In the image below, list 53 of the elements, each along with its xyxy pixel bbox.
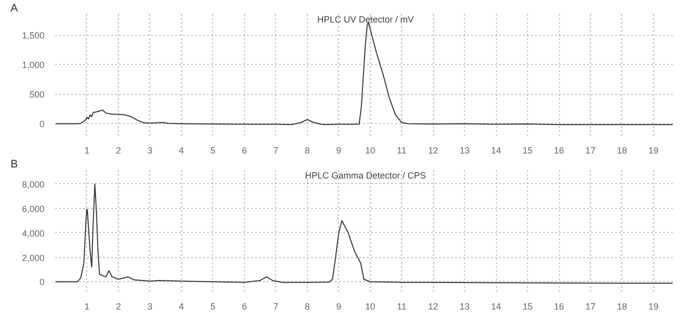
text: A	[10, 2, 18, 14]
x-tick-label: 16	[554, 146, 564, 156]
x-tick-label: 6	[242, 146, 247, 156]
x-tick-label: 14	[491, 146, 502, 156]
y-tick-label: 1,000	[22, 60, 45, 70]
line-series	[56, 183, 673, 284]
y-tick-label: 8,000	[22, 179, 45, 190]
y-tick-label: 500	[29, 90, 45, 100]
x-tick-label: 10	[365, 302, 376, 312]
y-tick-label: 0	[39, 277, 45, 288]
y-tick-label: 4,000	[22, 228, 45, 238]
x-tick-label: 18	[616, 146, 628, 156]
x-tick-label: 10	[365, 146, 376, 156]
text: B	[10, 158, 18, 170]
x-tick-label: 13	[460, 302, 470, 312]
x-tick-label: 8	[304, 146, 310, 156]
x-tick-label: 18	[616, 302, 628, 312]
line-series	[56, 22, 673, 126]
y-tick-label: 1,500	[22, 30, 45, 41]
x-tick-label: 19	[648, 146, 658, 156]
x-tick-label: 2	[116, 302, 121, 312]
x-tick-label: 4	[178, 146, 184, 156]
x-tick-label: 4	[178, 302, 184, 312]
x-tick-label: 16	[554, 302, 564, 312]
x-tick-label: 17	[586, 146, 596, 156]
x-tick-label: 14	[491, 302, 502, 312]
x-tick-label: 12	[428, 302, 438, 312]
x-tick-label: 9	[336, 146, 342, 156]
x-tick-label: 3	[147, 302, 152, 312]
x-tick-label: 3	[147, 146, 152, 156]
x-tick-label: 7	[273, 146, 278, 156]
x-tick-label: 11	[397, 146, 406, 156]
y-tick-label: 6,000	[22, 204, 45, 214]
x-tick-label: 1	[84, 146, 90, 156]
x-tick-label: 17	[586, 302, 596, 312]
chart-title: HPLC UV Detector / mV	[317, 14, 414, 24]
x-tick-label: 2	[116, 146, 121, 156]
x-tick-label: 8	[304, 302, 310, 312]
x-tick-label: 15	[522, 146, 533, 156]
x-tick-label: 15	[522, 302, 533, 312]
x-tick-label: 13	[460, 146, 470, 156]
x-tick-label: 11	[397, 302, 406, 312]
x-tick-label: 5	[210, 302, 216, 312]
x-tick-label: 19	[648, 302, 658, 312]
chart-title: HPLC Gamma Detector / CPS	[304, 170, 426, 180]
x-tick-label: 12	[428, 146, 438, 156]
x-tick-label: 5	[210, 146, 216, 156]
x-tick-label: 7	[273, 302, 278, 312]
x-tick-label: 1	[84, 302, 90, 312]
y-tick-label: 2,000	[22, 252, 45, 263]
x-tick-label: 6	[242, 302, 247, 312]
x-tick-label: 9	[336, 302, 342, 312]
y-tick-label: 0	[39, 119, 45, 130]
